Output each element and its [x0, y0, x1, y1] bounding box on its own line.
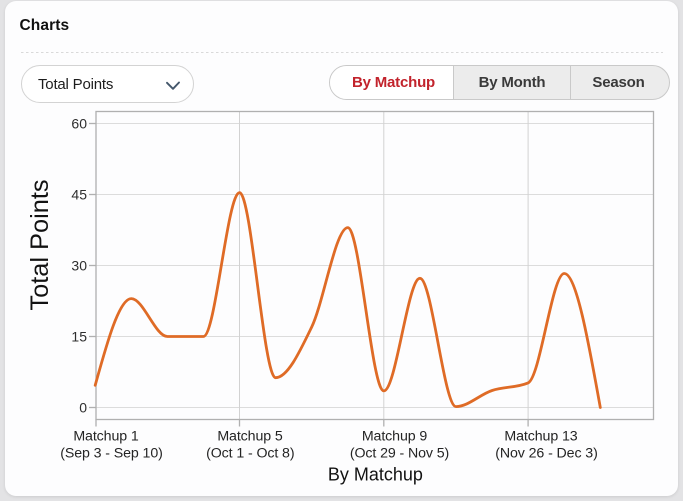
svg-text:Total Points: Total Points [26, 179, 54, 310]
svg-text:(Oct 1 - Oct 8): (Oct 1 - Oct 8) [206, 446, 294, 462]
svg-text:0: 0 [79, 400, 87, 416]
svg-text:Matchup 1: Matchup 1 [73, 429, 139, 445]
svg-text:(Nov 26 - Dec 3): (Nov 26 - Dec 3) [495, 446, 597, 462]
svg-text:Matchup 9: Matchup 9 [362, 429, 428, 445]
svg-text:15: 15 [71, 329, 87, 345]
svg-text:Matchup 5: Matchup 5 [217, 429, 283, 445]
svg-text:By Matchup: By Matchup [328, 465, 423, 485]
svg-text:(Oct 29 - Nov 5): (Oct 29 - Nov 5) [350, 446, 449, 462]
svg-text:60: 60 [71, 116, 87, 132]
svg-text:Matchup 13: Matchup 13 [504, 429, 577, 445]
svg-text:30: 30 [71, 258, 87, 274]
svg-text:45: 45 [71, 187, 87, 203]
svg-text:(Sep 3 - Sep 10): (Sep 3 - Sep 10) [60, 446, 163, 462]
